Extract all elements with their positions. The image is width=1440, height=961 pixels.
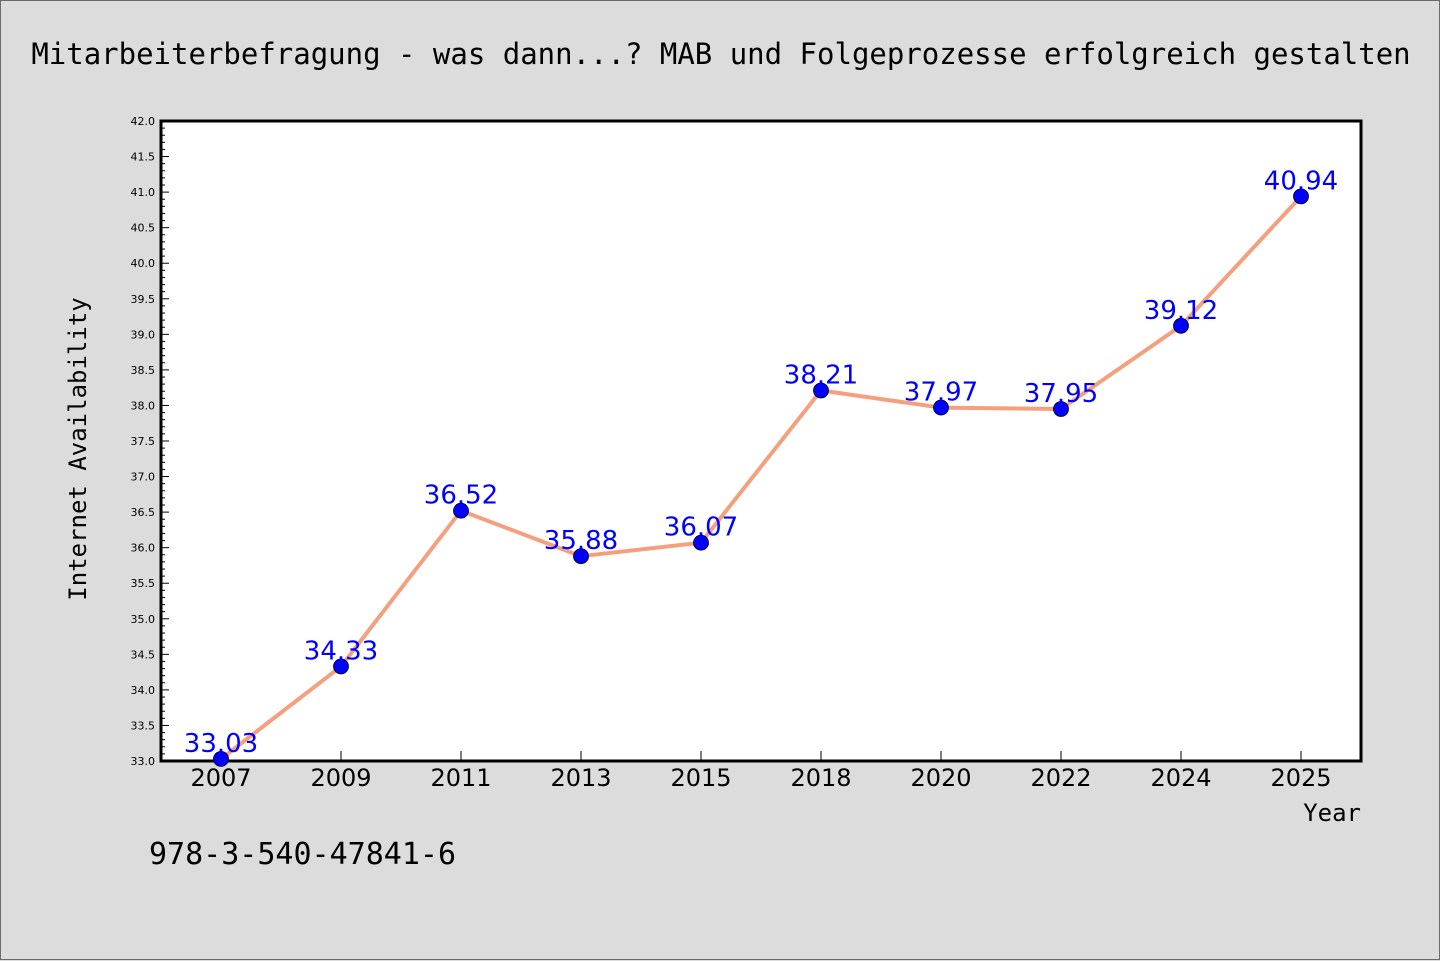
y-tick-label: 41.5 [131,151,156,164]
y-tick-label: 39.0 [131,328,156,341]
series-line [219,195,1303,761]
x-tick-label: 2022 [1030,764,1091,792]
y-tick-label: 38.5 [131,364,156,377]
data-point [213,750,229,767]
data-point [1173,317,1189,334]
x-tick-label: 2025 [1270,764,1331,792]
y-tick-label: 33.0 [131,755,156,768]
y-tick-label: 35.0 [131,613,156,626]
y-tick-label: 41.0 [131,186,156,199]
y-tick-label: 34.5 [131,648,156,661]
x-tick-label: 2018 [790,764,851,792]
data-label: 37.97 [904,378,978,408]
x-tick-label: 2007 [190,764,251,792]
data-label: 36.52 [424,481,498,511]
data-label: 39.12 [1144,296,1218,326]
y-tick-label: 37.5 [131,435,156,448]
y-axis-label: Internet Availability [64,297,92,600]
data-label: 33.03 [184,729,258,759]
x-tick-label: 2011 [430,764,491,792]
y-tick-label: 40.0 [131,257,156,270]
isbn-annotation: 978-3-540-47841-6 [149,837,456,872]
x-tick-label: 2024 [1150,764,1211,792]
y-axis: 33.0 33.5 34.0 34.5 35.0 35.5 36.0 36.5 37.0 37.5… [131,115,169,768]
x-axis-label: Year [1303,799,1361,827]
y-tick-label: 37.0 [131,471,156,484]
data-label: 37.95 [1024,379,1098,409]
data-label: 40.94 [1264,166,1338,196]
y-tick-label: 36.5 [131,506,156,519]
data-point [813,382,829,399]
x-tick-label: 2009 [310,764,371,792]
chart-title: Mitarbeiterbefragung - was dann...? MAB … [31,37,1410,71]
data-label: 34.33 [304,636,378,666]
y-tick-label: 38.0 [131,399,156,412]
data-point [333,658,349,675]
y-tick-label: 39.5 [131,293,156,306]
data-point [933,399,949,416]
data-label: 35.88 [544,526,618,556]
data-label: 38.21 [784,361,858,391]
x-tick-label: 2015 [670,764,731,792]
data-point [1053,401,1069,417]
data-point [693,534,709,551]
x-axis: 2007 2009 2011 2013 2015 2018 2020 2022 2024 2025 [190,751,1332,792]
x-tick-label: 2020 [910,764,971,792]
y-tick-label: 35.5 [131,577,156,590]
x-tick-label: 2013 [550,764,611,792]
series-group: 33.03 34.33 36.52 35.88 36.07 38.21 37.97 37.95… [184,166,1338,767]
y-tick-label: 33.5 [131,719,156,732]
y-tick-label: 34.0 [131,684,156,697]
data-label: 36.07 [664,513,738,543]
y-tick-label: 42.0 [131,115,156,128]
y-tick-label: 36.0 [131,542,156,555]
data-point [1293,188,1309,205]
data-point [573,548,589,565]
plot-area [159,119,1363,763]
y-tick-label: 40.5 [131,222,156,235]
data-point [453,502,469,519]
